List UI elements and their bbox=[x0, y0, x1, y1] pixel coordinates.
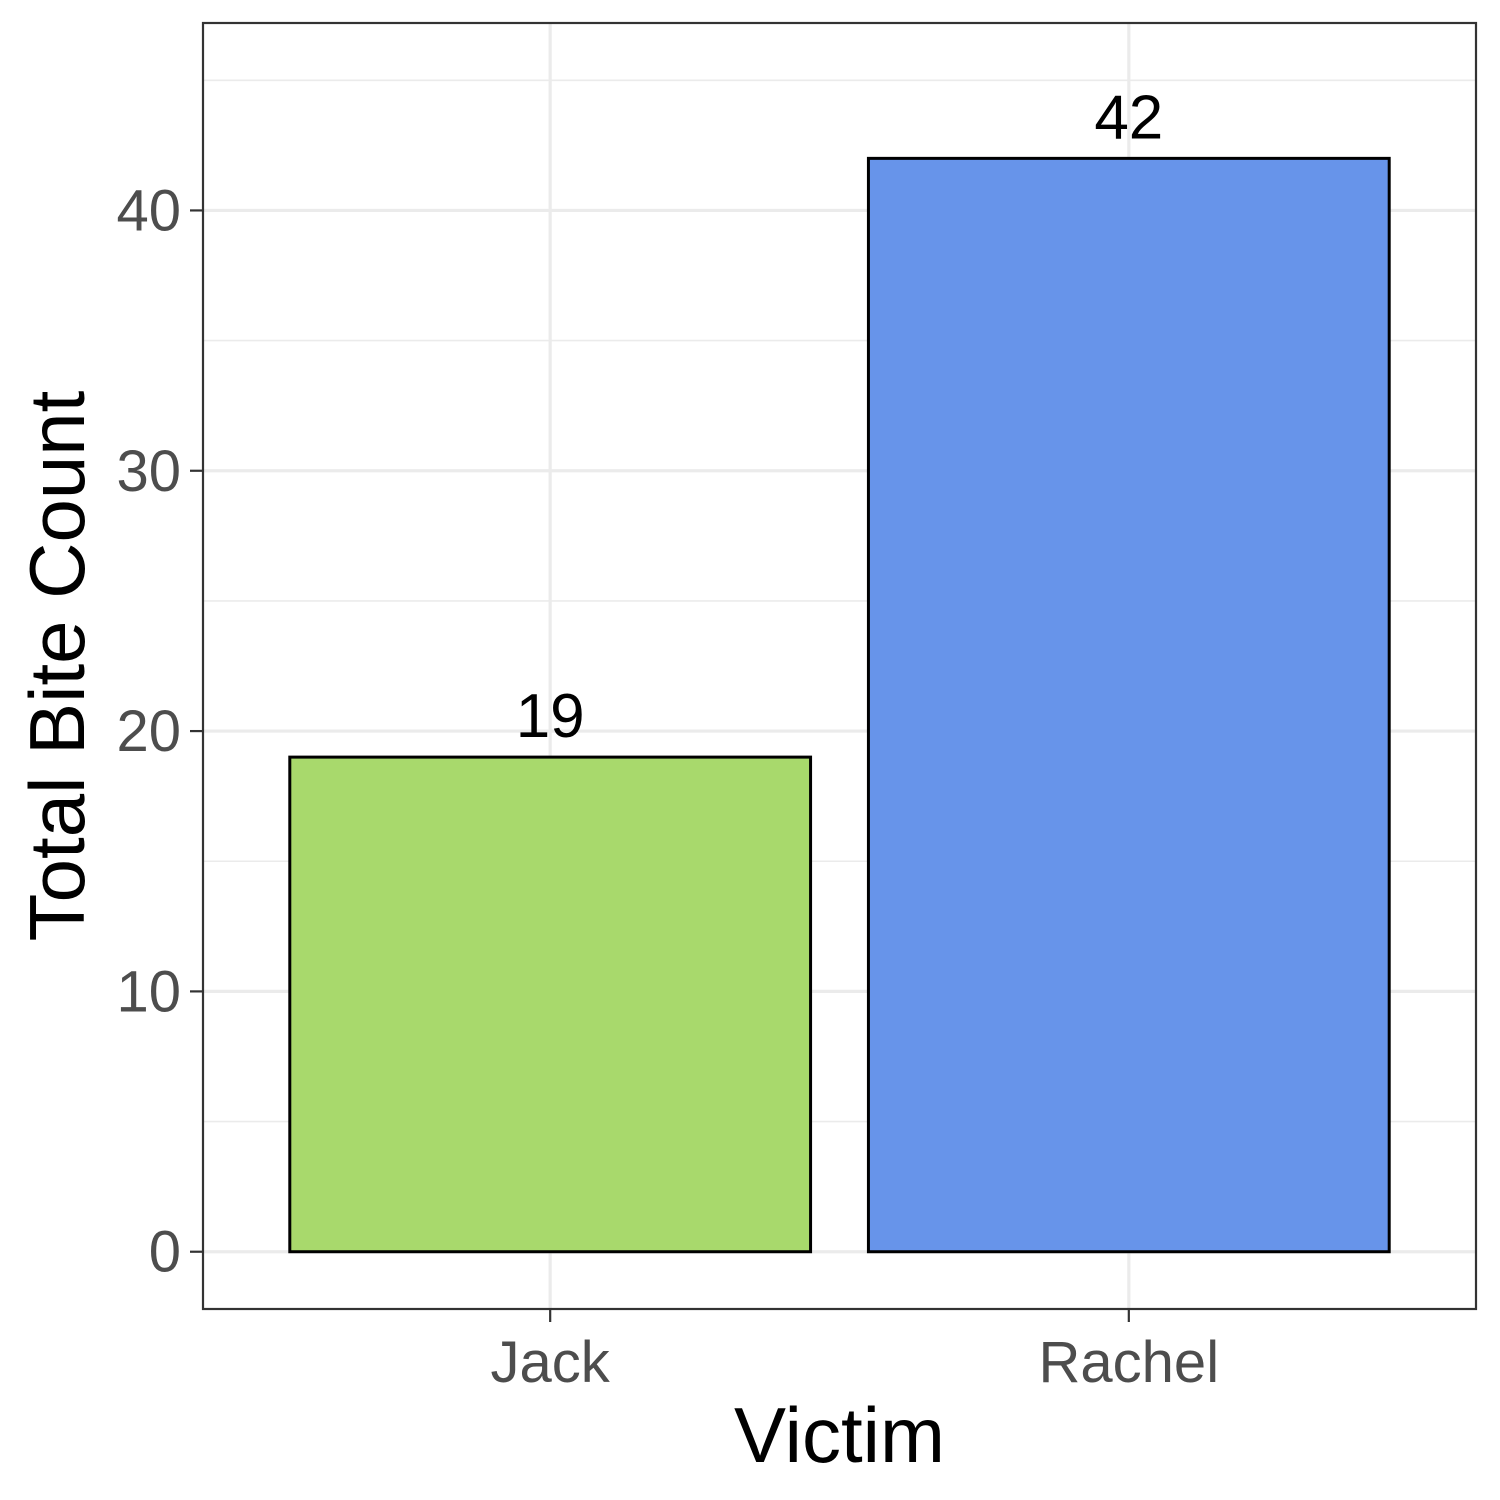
x-tick-label: Jack bbox=[491, 1330, 611, 1395]
data-label-jack: 19 bbox=[516, 682, 585, 751]
y-tick-label: 40 bbox=[116, 178, 181, 243]
y-tick-label: 10 bbox=[116, 959, 181, 1024]
data-label-rachel: 42 bbox=[1094, 83, 1163, 152]
x-axis: Jack Rachel bbox=[491, 1309, 1220, 1395]
bar-rachel bbox=[866, 156, 1391, 1254]
y-tick-label: 0 bbox=[149, 1220, 181, 1285]
x-tick-label: Rachel bbox=[1039, 1330, 1220, 1395]
y-axis: 0 10 20 30 40 bbox=[116, 178, 203, 1285]
x-axis-title: Victim bbox=[734, 1391, 945, 1479]
y-tick-label: 20 bbox=[116, 699, 181, 764]
y-axis-title: Total Bite Count bbox=[13, 390, 101, 941]
y-tick-label: 30 bbox=[116, 439, 181, 504]
bars bbox=[288, 156, 1391, 1254]
plot-panel-border bbox=[201, 21, 1478, 1311]
bar-jack bbox=[288, 755, 813, 1254]
